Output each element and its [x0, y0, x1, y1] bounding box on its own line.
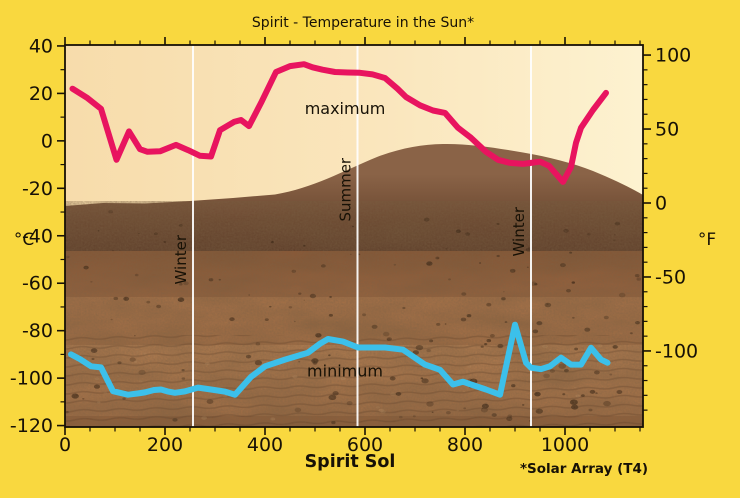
series-label-maximum: maximum: [305, 99, 386, 118]
series-label-minimum: minimum: [307, 362, 383, 381]
x-tick-label: 800: [447, 434, 483, 456]
x-tick-label: 400: [247, 434, 283, 456]
yc-tick-label: 40: [29, 35, 53, 57]
chart-title: Spirit - Temperature in the Sun*: [252, 15, 474, 31]
yc-tick-label: -20: [22, 178, 53, 200]
season-label-winter: Winter: [510, 206, 528, 256]
yf-tick-label: 100: [655, 45, 691, 67]
tick-labels: 0 200 400 600 800 100040200-20-40-60-80-100-1…: [10, 35, 698, 456]
x-tick-label: 600: [347, 434, 383, 456]
yc-tick-label: -120: [10, 415, 53, 437]
plot-area: Winter Summer Winter maximum minimum: [65, 45, 643, 427]
x-axis-title: Spirit Sol: [305, 452, 396, 472]
mars-background-photo: [65, 45, 643, 427]
yc-tick-label: 20: [29, 83, 53, 105]
season-label-winter: Winter: [172, 234, 190, 284]
yc-tick-label: 0: [41, 130, 53, 152]
series-labels: maximum minimum: [305, 99, 386, 381]
x-tick-label: 200: [147, 434, 183, 456]
season-label-summer: Summer: [337, 157, 355, 221]
footnote: *Solar Array (T4): [520, 461, 648, 477]
yc-tick-label: -100: [10, 368, 53, 390]
yf-tick-label: -50: [655, 266, 686, 288]
x-tick-label: 0: [59, 434, 71, 456]
yc-tick-label: -40: [22, 225, 53, 247]
series-line-maximum: [69, 61, 609, 185]
yc-tick-label: -80: [22, 320, 53, 342]
yf-tick-label: 0: [655, 193, 667, 215]
data-series: [68, 61, 611, 398]
y-left-unit-label: °C: [14, 230, 34, 250]
y-right-unit-label: °F: [698, 230, 716, 250]
x-tick-label: 1000: [541, 434, 589, 456]
yf-tick-label: -100: [655, 340, 698, 362]
season-markers: Winter Summer Winter: [172, 45, 532, 427]
yf-tick-label: 50: [655, 119, 679, 141]
axes: [57, 37, 651, 435]
yc-tick-label: -60: [22, 273, 53, 295]
series-line-minimum: [68, 321, 611, 398]
